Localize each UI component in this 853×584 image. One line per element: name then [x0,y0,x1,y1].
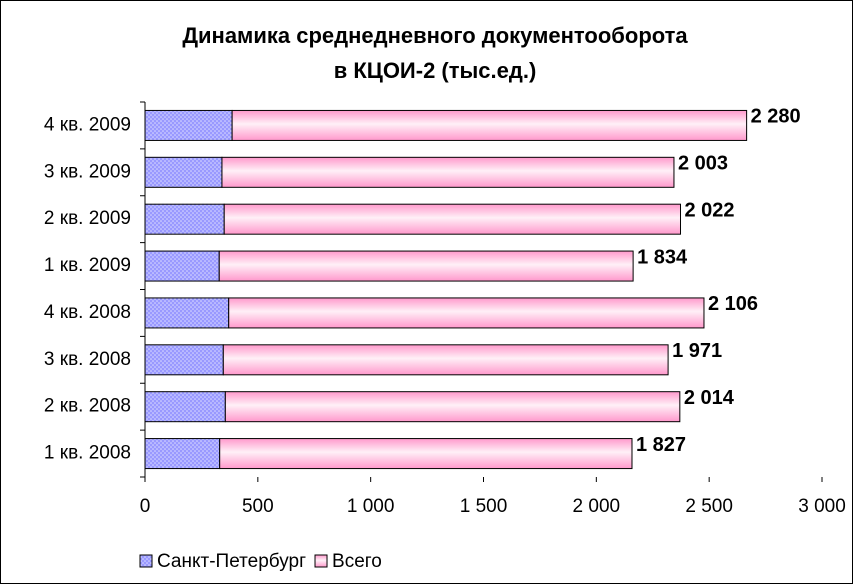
chart-title: в КЦОИ-2 (тыс.ед.) [334,58,537,83]
bar-segment [144,297,230,329]
chart-title: Динамика среднедневного документооборота [182,23,688,48]
bar-segment [223,203,682,235]
y-tick-label: 3 кв. 2009 [44,161,131,182]
data-label: 1 827 [636,434,686,456]
bar-segment [144,438,221,470]
y-tick-label: 4 кв. 2009 [44,114,131,135]
x-tick-label: 500 [242,496,274,517]
bar-segment [144,344,224,376]
bar-segment [144,156,223,188]
legend-label: Санкт-Петербург [157,551,306,572]
bar-segment [144,203,225,235]
x-tick-label: 2 000 [573,496,621,517]
y-tick-label: 4 кв. 2008 [44,302,131,323]
bar-segment [144,250,220,282]
x-tick-label: 1 000 [347,496,395,517]
bar-segment [231,109,748,141]
y-tick-label: 1 кв. 2009 [44,255,131,276]
x-tick-label: 1 500 [460,496,508,517]
bar-segment [144,109,233,141]
data-label: 2 280 [751,106,801,128]
y-tick-label: 2 кв. 2009 [44,208,131,229]
data-label: 1 971 [672,340,722,362]
x-tick-label: 3 000 [798,496,846,517]
data-label: 1 834 [637,246,688,268]
data-label: 2 022 [685,199,735,221]
legend-swatch [314,554,328,568]
y-tick-label: 3 кв. 2008 [44,349,131,370]
x-tick-label: 2 500 [685,496,733,517]
data-label: 2 014 [684,387,735,409]
bar-segment [222,344,669,376]
bar-segment [144,391,226,423]
bar-segment [218,250,634,282]
y-tick-label: 2 кв. 2008 [44,396,131,417]
legend-label: Всего [332,551,382,572]
bar-segment [224,391,681,423]
legend-swatch [139,554,153,568]
x-tick-label: 0 [140,496,151,517]
data-label: 2 003 [678,153,728,175]
data-label: 2 106 [708,293,758,315]
y-tick-label: 1 кв. 2008 [44,443,131,464]
bar-segment [219,438,633,470]
bar-segment [228,297,705,329]
bar-segment [221,156,675,188]
